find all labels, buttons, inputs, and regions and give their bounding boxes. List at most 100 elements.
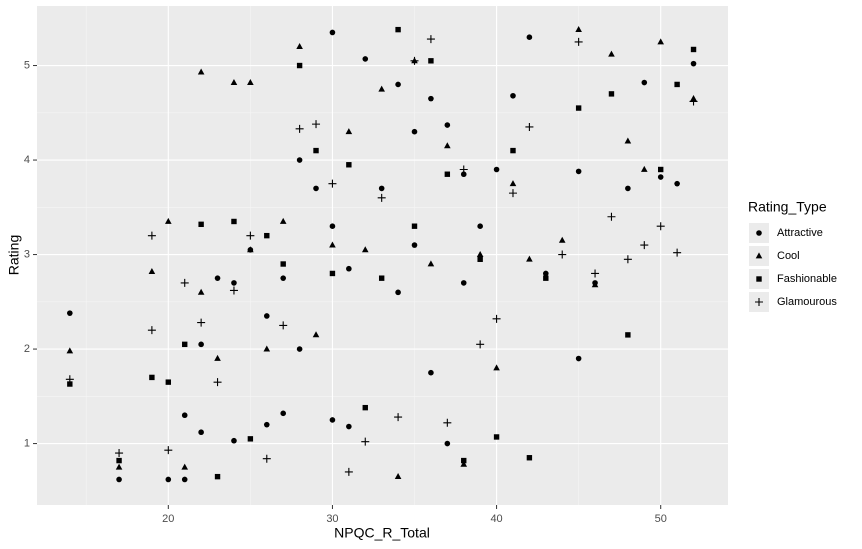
- y-tick-label: 4: [24, 154, 30, 166]
- point: [182, 341, 188, 348]
- point: [247, 78, 254, 85]
- legend-title: Rating_Type: [748, 199, 827, 215]
- point: [262, 454, 271, 463]
- point: [607, 212, 616, 221]
- point: [329, 241, 336, 248]
- point: [493, 434, 500, 440]
- point: [147, 326, 156, 335]
- legend-symbol: [755, 298, 763, 306]
- legend-label: Attractive: [777, 227, 823, 239]
- point: [362, 404, 368, 411]
- point: [280, 410, 286, 417]
- point: [460, 171, 467, 178]
- plot-panel: [37, 6, 728, 505]
- point: [312, 331, 320, 338]
- legend-label: Fashionable: [777, 273, 837, 285]
- point: [460, 460, 468, 467]
- point: [116, 476, 122, 483]
- point: [214, 473, 221, 480]
- point: [461, 457, 467, 464]
- point: [229, 286, 238, 295]
- point: [428, 369, 434, 376]
- point: [296, 62, 303, 69]
- point: [345, 128, 353, 135]
- point: [543, 270, 549, 277]
- point: [674, 81, 680, 88]
- point: [165, 217, 172, 224]
- point: [67, 310, 73, 316]
- point: [657, 38, 665, 45]
- point: [247, 246, 254, 253]
- point: [673, 248, 682, 257]
- legend-symbol: [755, 252, 763, 259]
- point: [264, 232, 270, 239]
- point: [625, 185, 631, 192]
- point: [296, 43, 303, 50]
- point: [411, 242, 418, 248]
- point: [181, 412, 188, 419]
- point: [115, 463, 123, 470]
- point: [346, 162, 352, 168]
- point: [608, 91, 615, 97]
- point: [279, 217, 287, 224]
- point: [674, 180, 680, 187]
- point: [625, 332, 631, 338]
- point: [377, 193, 386, 202]
- point: [427, 260, 435, 267]
- point: [231, 437, 237, 444]
- point: [558, 250, 567, 259]
- point: [623, 255, 632, 264]
- point: [689, 97, 698, 106]
- point: [181, 463, 189, 470]
- point: [246, 231, 255, 240]
- point: [444, 142, 451, 149]
- point: [180, 278, 189, 287]
- point: [543, 275, 549, 281]
- point: [344, 467, 353, 476]
- point: [329, 223, 336, 230]
- point: [65, 375, 74, 384]
- point: [66, 347, 74, 354]
- point: [361, 246, 369, 253]
- point: [165, 476, 172, 483]
- x-tick-label: 50: [655, 513, 667, 525]
- point: [198, 429, 204, 436]
- point: [328, 179, 337, 188]
- point: [263, 421, 270, 428]
- point: [147, 231, 156, 240]
- point: [329, 29, 336, 36]
- point: [411, 223, 418, 229]
- point: [395, 289, 401, 296]
- point: [444, 440, 451, 447]
- point: [492, 314, 501, 323]
- point: [510, 147, 516, 154]
- y-tick-label: 1: [24, 437, 30, 449]
- point: [428, 58, 434, 64]
- point: [231, 280, 237, 286]
- point: [346, 265, 352, 272]
- point: [640, 165, 648, 172]
- point: [608, 50, 615, 57]
- point: [279, 321, 288, 330]
- point: [197, 68, 205, 75]
- point: [361, 437, 370, 446]
- point: [295, 124, 304, 133]
- point: [426, 35, 435, 44]
- point: [395, 81, 401, 88]
- point: [624, 137, 632, 144]
- point: [394, 473, 402, 480]
- point: [312, 120, 321, 129]
- point: [428, 95, 434, 102]
- y-tick-label: 5: [24, 59, 30, 71]
- point: [197, 318, 206, 327]
- point: [247, 436, 254, 442]
- x-tick-label: 30: [326, 513, 338, 525]
- point: [378, 85, 385, 92]
- point: [411, 128, 418, 135]
- legend-label: Glamourous: [777, 296, 837, 308]
- point: [575, 168, 582, 175]
- point: [443, 418, 452, 427]
- point: [116, 457, 122, 464]
- point: [395, 26, 401, 33]
